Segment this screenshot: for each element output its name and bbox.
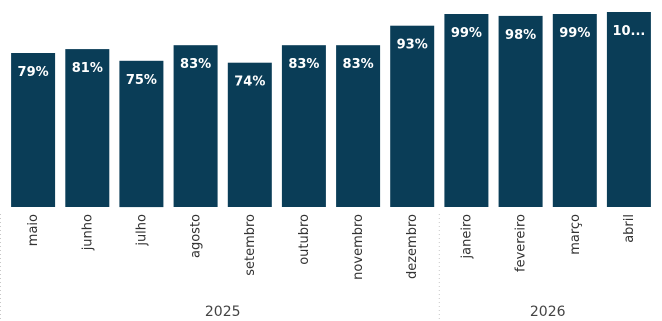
bar-value-label: 74%: [234, 75, 265, 90]
bar-fevereiro[interactable]: [498, 15, 543, 208]
x-tick-label: junho: [80, 214, 95, 251]
bar-março[interactable]: [552, 14, 597, 207]
bar-julho[interactable]: [119, 60, 164, 208]
x-tick-label: janeiro: [459, 214, 474, 259]
x-axis-ticks: maio junho julho agosto setembro outubro novem…: [26, 214, 637, 280]
x-axis-year-groups: 2025 2026: [0, 214, 566, 321]
bar-janeiro[interactable]: [444, 14, 489, 207]
x-year-label: 2025: [205, 304, 241, 320]
bar-value-label: 93%: [397, 38, 428, 53]
bar-value-label: 83%: [343, 57, 374, 72]
bar-value-label: 10...: [612, 24, 645, 39]
bar-value-label: 75%: [126, 73, 157, 88]
x-tick-label: julho: [134, 214, 149, 247]
x-tick-label: outubro: [297, 214, 312, 265]
data-labels-group: 79% 81% 75% 83% 74% 83% 83% 93% 99% 98% 99% 10...: [18, 24, 646, 90]
x-tick-label: novembro: [351, 214, 366, 280]
x-tick-label: agosto: [189, 214, 204, 258]
bar-value-label: 99%: [451, 26, 482, 41]
bar-outubro[interactable]: [281, 45, 326, 208]
x-tick-label: fevereiro: [514, 214, 529, 272]
bar-value-label: 83%: [180, 57, 211, 72]
bar-value-label: 99%: [559, 26, 590, 41]
bars-group: [11, 12, 651, 208]
x-year-label: 2026: [530, 304, 566, 320]
bar-novembro[interactable]: [336, 45, 381, 208]
bar-agosto[interactable]: [173, 45, 218, 208]
bar-value-label: 81%: [72, 61, 103, 76]
bar-junho[interactable]: [65, 49, 110, 207]
bar-value-label: 83%: [288, 57, 319, 72]
bar-abril[interactable]: [606, 12, 651, 207]
x-tick-label: dezembro: [405, 214, 420, 279]
x-tick-label: março: [568, 214, 583, 255]
bar-maio[interactable]: [11, 53, 56, 207]
x-tick-label: setembro: [243, 214, 258, 276]
bar-setembro[interactable]: [227, 62, 272, 208]
bar-value-label: 79%: [18, 65, 49, 80]
x-tick-label: abril: [622, 214, 637, 243]
bar-value-label: 98%: [505, 28, 536, 43]
bar-dezembro[interactable]: [390, 25, 435, 208]
x-tick-label: maio: [26, 214, 41, 246]
